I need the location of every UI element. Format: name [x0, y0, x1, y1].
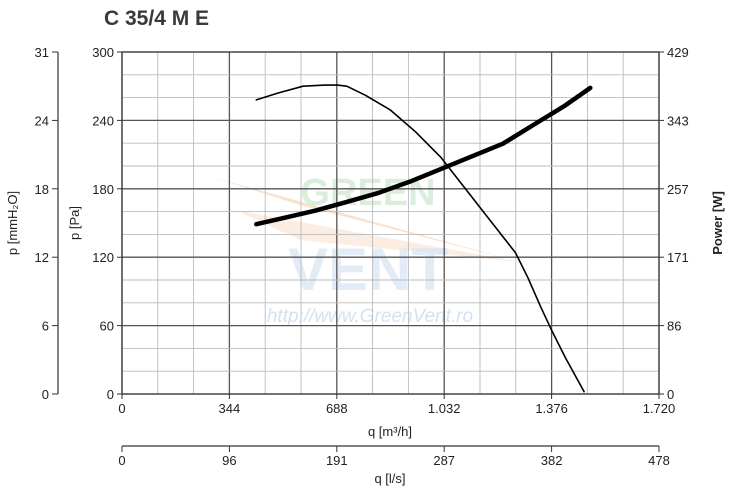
y-axis-label-mmh2o: p [mmH₂O] — [5, 191, 20, 255]
y3-tick-label: 257 — [667, 182, 689, 197]
y2-tick-label: 24 — [35, 113, 49, 128]
y2-tick-label: 6 — [42, 319, 49, 334]
x2-tick-label: 287 — [433, 453, 455, 468]
chart-title: C 35/4 M E — [104, 7, 209, 30]
watermark-brand-mid: VENT — [288, 236, 448, 303]
y3-tick-label: 86 — [667, 319, 681, 334]
x-tick-label: 344 — [219, 401, 241, 416]
y-tick-label: 60 — [100, 319, 114, 334]
x-tick-label: 0 — [118, 401, 125, 416]
x2-tick-label: 478 — [648, 453, 670, 468]
x2-tick-label: 96 — [222, 453, 236, 468]
watermark-url: http://www.GreenVent.ro — [267, 306, 473, 327]
power-curve — [254, 85, 593, 227]
y-tick-label: 240 — [92, 113, 114, 128]
y2-tick-label: 31 — [35, 45, 49, 60]
x2-tick-label: 382 — [541, 453, 563, 468]
y2-tick-label: 0 — [42, 387, 49, 402]
y-tick-label: 300 — [92, 45, 114, 60]
x-tick-label: 1.720 — [643, 401, 676, 416]
grid — [121, 51, 660, 395]
y2-tick-label: 18 — [35, 182, 49, 197]
pressure-curve — [255, 84, 585, 393]
y3-tick-label: 429 — [667, 45, 689, 60]
y-tick-label: 120 — [92, 250, 114, 265]
x-axis-label-lps: q [l/s] — [374, 471, 405, 486]
y-axis-label-power: Power [W] — [710, 191, 725, 255]
curves — [254, 84, 593, 393]
y3-tick-label: 171 — [667, 250, 689, 265]
x2-tick-label: 0 — [118, 453, 125, 468]
y-tick-label: 180 — [92, 182, 114, 197]
x-tick-label: 688 — [326, 401, 348, 416]
x2-tick-label: 191 — [326, 453, 348, 468]
y2-tick-label: 12 — [35, 250, 49, 265]
y-axis-label-pa: p [Pa] — [67, 206, 82, 240]
watermark-arrow-shape-lower — [235, 210, 520, 262]
plot-frame — [121, 51, 660, 395]
y3-tick-label: 0 — [667, 387, 674, 402]
y3-tick-label: 343 — [667, 113, 689, 128]
x-tick-label: 1.032 — [428, 401, 461, 416]
y-tick-label: 0 — [107, 387, 114, 402]
x-axis-label-m3h: q [m³/h] — [368, 424, 412, 439]
x-tick-label: 1.376 — [535, 401, 568, 416]
